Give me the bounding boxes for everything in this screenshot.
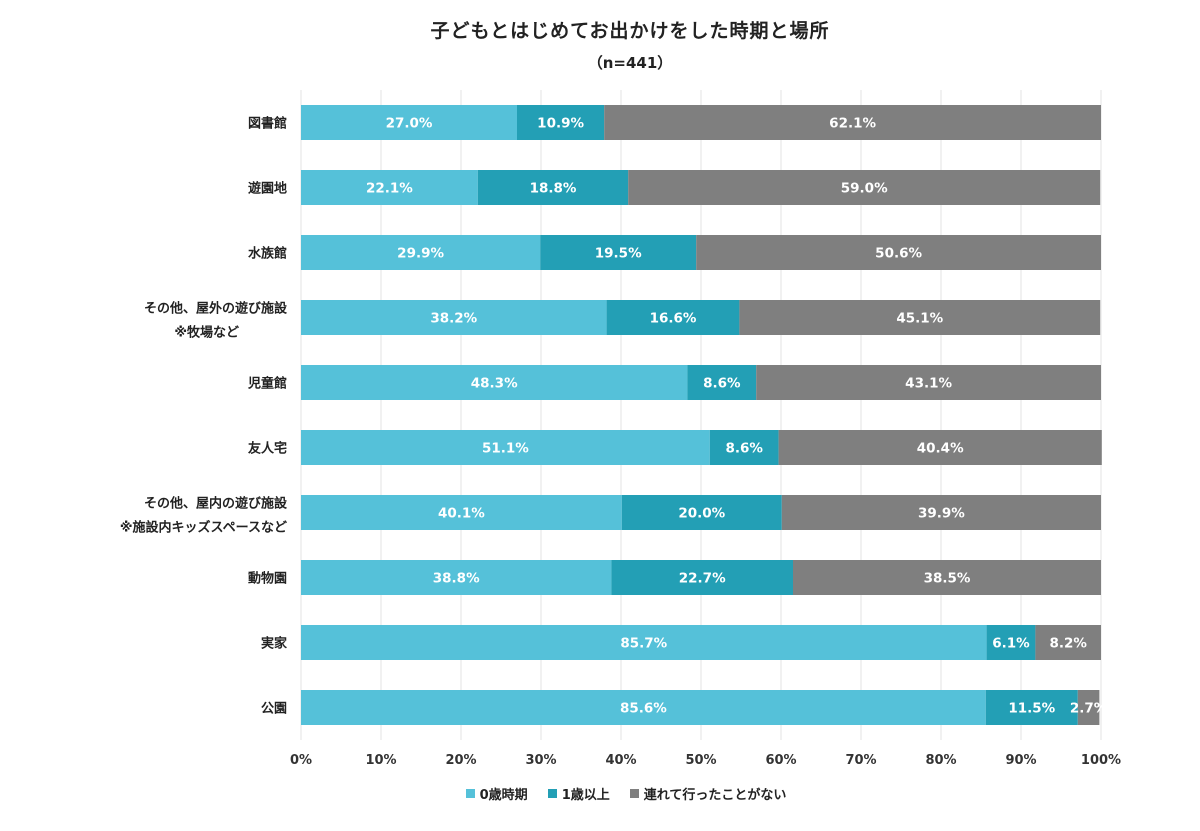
data-label-6-0: 40.1% [438, 506, 485, 522]
data-label-2-0: 29.9% [397, 246, 444, 262]
data-label-0-1: 10.9% [537, 116, 584, 132]
chart-title: 子どもとはじめてお出かけをした時期と場所 [430, 20, 830, 42]
category-label-8: 実家 [261, 636, 288, 652]
legend: 0歳時期 1歳以上 連れて行ったことがない [0, 784, 1200, 803]
data-label-4-2: 43.1% [905, 376, 952, 392]
category-label-3-line-0: その他、屋外の遊び施設 [144, 301, 288, 317]
bar-1-2 [628, 170, 1101, 205]
data-label-8-2: 8.2% [1049, 636, 1087, 652]
data-label-8-1: 6.1% [992, 636, 1030, 652]
data-label-9-0: 85.6% [620, 701, 667, 717]
data-label-5-2: 40.4% [917, 441, 964, 457]
category-label-2: 水族館 [248, 246, 287, 262]
data-label-2-2: 50.6% [875, 246, 922, 262]
bar-9-0 [301, 690, 986, 725]
bar-7-1 [611, 560, 793, 595]
data-label-9-2: 2.7% [1070, 701, 1108, 717]
legend-swatch-1 [547, 789, 557, 798]
bar-8-0 [301, 625, 987, 660]
stacked-bar-chart: 0% 10% 20% 30% 40% 50% 60% 70% 80% 90% 100% 図書館 27.0… [120, 90, 1121, 768]
bar-9-1 [985, 690, 1078, 725]
bar-3-0 [301, 300, 607, 335]
data-label-1-2: 59.0% [841, 181, 888, 197]
x-tick-label-4: 40% [605, 753, 636, 768]
bar-6-0 [301, 495, 622, 530]
bar-2-1 [540, 235, 697, 270]
data-label-6-2: 39.9% [918, 506, 965, 522]
bar-6-1 [621, 495, 782, 530]
data-label-2-1: 19.5% [595, 246, 642, 262]
data-label-0-0: 27.0% [386, 116, 433, 132]
bar-6-2 [781, 495, 1101, 530]
category-label-7: 動物園 [248, 571, 287, 587]
data-label-7-1: 22.7% [679, 571, 726, 587]
data-label-6-1: 20.0% [678, 506, 725, 522]
x-tick-label-9: 90% [1005, 753, 1036, 768]
bar-9-2 [1077, 690, 1100, 725]
bar-4-2 [756, 365, 1101, 400]
category-label-6-line-0: その他、屋内の遊び施設 [144, 496, 288, 512]
legend-item-2: 連れて行ったことがない [629, 784, 787, 803]
bar-3-2 [739, 300, 1101, 335]
data-label-7-0: 38.8% [433, 571, 480, 587]
x-tick-label-5: 50% [685, 753, 716, 768]
data-label-5-1: 8.6% [725, 441, 763, 457]
data-label-4-0: 48.3% [471, 376, 518, 392]
legend-item-0: 0歳時期 [465, 784, 528, 803]
data-label-0-2: 62.1% [829, 116, 876, 132]
x-tick-label-8: 80% [925, 753, 956, 768]
bar-1-1 [477, 170, 629, 205]
x-tick-label-10: 100% [1081, 753, 1121, 768]
data-label-8-0: 85.7% [620, 636, 667, 652]
bar-8-1 [986, 625, 1036, 660]
legend-label-0: 0歳時期 [479, 788, 528, 803]
data-label-1-0: 22.1% [366, 181, 413, 197]
category-label-1: 遊園地 [248, 181, 287, 197]
bar-7-2 [793, 560, 1101, 595]
data-label-1-1: 18.8% [530, 181, 577, 197]
bar-0-2 [604, 105, 1101, 140]
bar-4-1 [687, 365, 757, 400]
category-label-4: 児童館 [247, 376, 287, 392]
legend-swatch-0 [465, 789, 475, 798]
category-label-0: 図書館 [248, 116, 287, 132]
legend-item-1: 1歳以上 [547, 784, 610, 803]
chart-subtitle: （n=441） [587, 54, 673, 72]
data-label-4-1: 8.6% [703, 376, 741, 392]
legend-swatch-2 [629, 789, 639, 798]
bar-8-2 [1035, 625, 1101, 660]
category-label-5: 友人宅 [248, 441, 287, 457]
bar-7-0 [301, 560, 612, 595]
bar-4-0 [301, 365, 688, 400]
data-label-3-2: 45.1% [896, 311, 943, 327]
x-tick-label-7: 70% [845, 753, 876, 768]
data-label-3-0: 38.2% [430, 311, 477, 327]
x-tick-label-2: 20% [445, 753, 476, 768]
bar-5-0 [301, 430, 710, 465]
category-label-6-line-1: ※施設内キッズスペースなど [120, 520, 287, 536]
bar-0-0 [301, 105, 517, 140]
bar-2-2 [696, 235, 1101, 270]
data-label-3-1: 16.6% [650, 311, 697, 327]
bar-0-1 [517, 105, 605, 140]
x-tick-label-3: 30% [525, 753, 556, 768]
legend-label-1: 1歳以上 [561, 788, 610, 803]
bar-1-0 [301, 170, 478, 205]
bar-5-1 [709, 430, 779, 465]
legend-label-2: 連れて行ったことがない [643, 788, 787, 803]
data-label-5-0: 51.1% [482, 441, 529, 457]
x-tick-label-6: 60% [765, 753, 796, 768]
bar-3-1 [606, 300, 740, 335]
category-label-9: 公園 [261, 701, 287, 717]
category-label-3-line-1: ※牧場など [174, 325, 239, 341]
bar-5-2 [778, 430, 1102, 465]
data-label-9-1: 11.5% [1008, 701, 1055, 717]
x-tick-label-0: 0% [290, 753, 312, 768]
data-label-7-2: 38.5% [924, 571, 971, 587]
x-tick-label-1: 10% [365, 753, 396, 768]
bar-2-0 [301, 235, 541, 270]
